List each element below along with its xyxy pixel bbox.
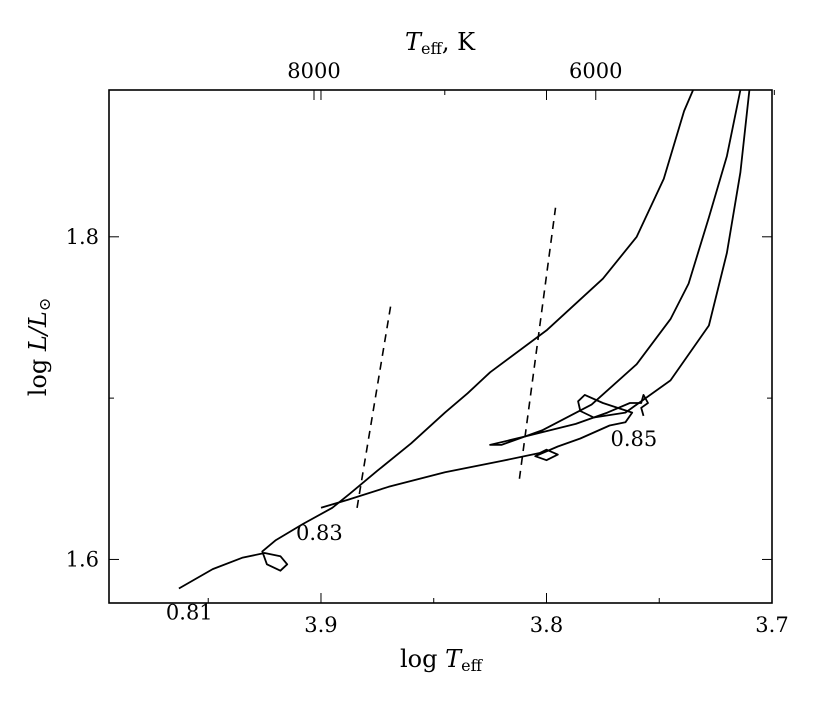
instability-strip-edge-blue xyxy=(356,304,392,508)
chart-marks: 0.81 0.83 0.85 xyxy=(166,89,751,624)
x-tick-label: 3.8 xyxy=(530,613,563,637)
y-tick-label: 1.8 xyxy=(66,225,99,249)
track-0_85 xyxy=(489,89,742,446)
x-axis-label-top: Teff, K xyxy=(405,28,476,58)
x-tick-label: 3.7 xyxy=(755,613,788,637)
plot-frame xyxy=(108,89,773,604)
y-tick-label: 1.6 xyxy=(66,547,99,571)
track-mass-label: 0.83 xyxy=(296,521,343,545)
track-0_83 xyxy=(320,89,751,509)
instability-strip-edge-red xyxy=(518,207,557,479)
x-tick-label: 3.9 xyxy=(304,613,337,637)
axis-ticks: 3.9 3.8 3.7 8000 6000 1.6 1.8 xyxy=(66,59,789,637)
x-top-tick-label: 8000 xyxy=(287,59,340,83)
x-top-tick-label: 6000 xyxy=(569,59,622,83)
x-axis-label-bottom: log Teff xyxy=(400,645,484,675)
track-mass-label: 0.81 xyxy=(166,600,213,624)
track-mass-label: 0.85 xyxy=(610,427,657,451)
track-0_81 xyxy=(178,89,694,590)
y-axis-label: log L/L⊙ xyxy=(24,298,54,397)
